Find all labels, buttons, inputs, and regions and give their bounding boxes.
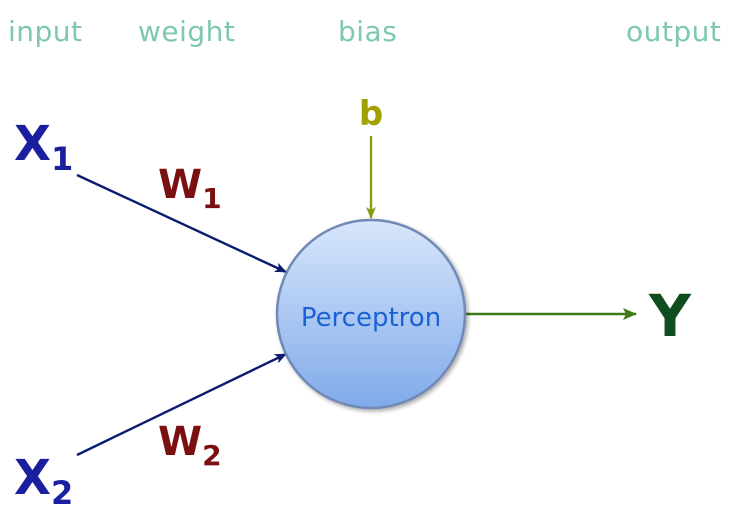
weight-w2-var: W — [158, 419, 202, 465]
input-x2-sub: 2 — [51, 474, 73, 512]
weight-w1-var: W — [158, 162, 202, 208]
header-weight-label: weight — [138, 15, 236, 48]
weight-w2-label: W2 — [158, 419, 222, 472]
input-x1-sub: 1 — [51, 140, 73, 178]
input-x1-var: X — [14, 116, 51, 172]
weight-w2-sub: 2 — [202, 439, 221, 472]
header-output-label: output — [626, 15, 722, 48]
perceptron-label: Perceptron — [301, 303, 441, 333]
input-x2-label: X2 — [14, 450, 73, 512]
input-x2-var: X — [14, 450, 51, 506]
header-input-label: input — [8, 15, 83, 48]
weight-w1-label: W1 — [158, 162, 222, 215]
perceptron-node — [275, 218, 467, 410]
bias-b-label: b — [359, 94, 383, 134]
edge-x1-to-neuron — [76, 173, 287, 274]
input-x1-label: X1 — [14, 116, 73, 178]
output-y-label: Y — [648, 282, 692, 350]
edge-x2-to-neuron — [76, 352, 287, 457]
weight-w1-sub: 1 — [202, 182, 221, 215]
header-bias-label: bias — [338, 15, 398, 48]
